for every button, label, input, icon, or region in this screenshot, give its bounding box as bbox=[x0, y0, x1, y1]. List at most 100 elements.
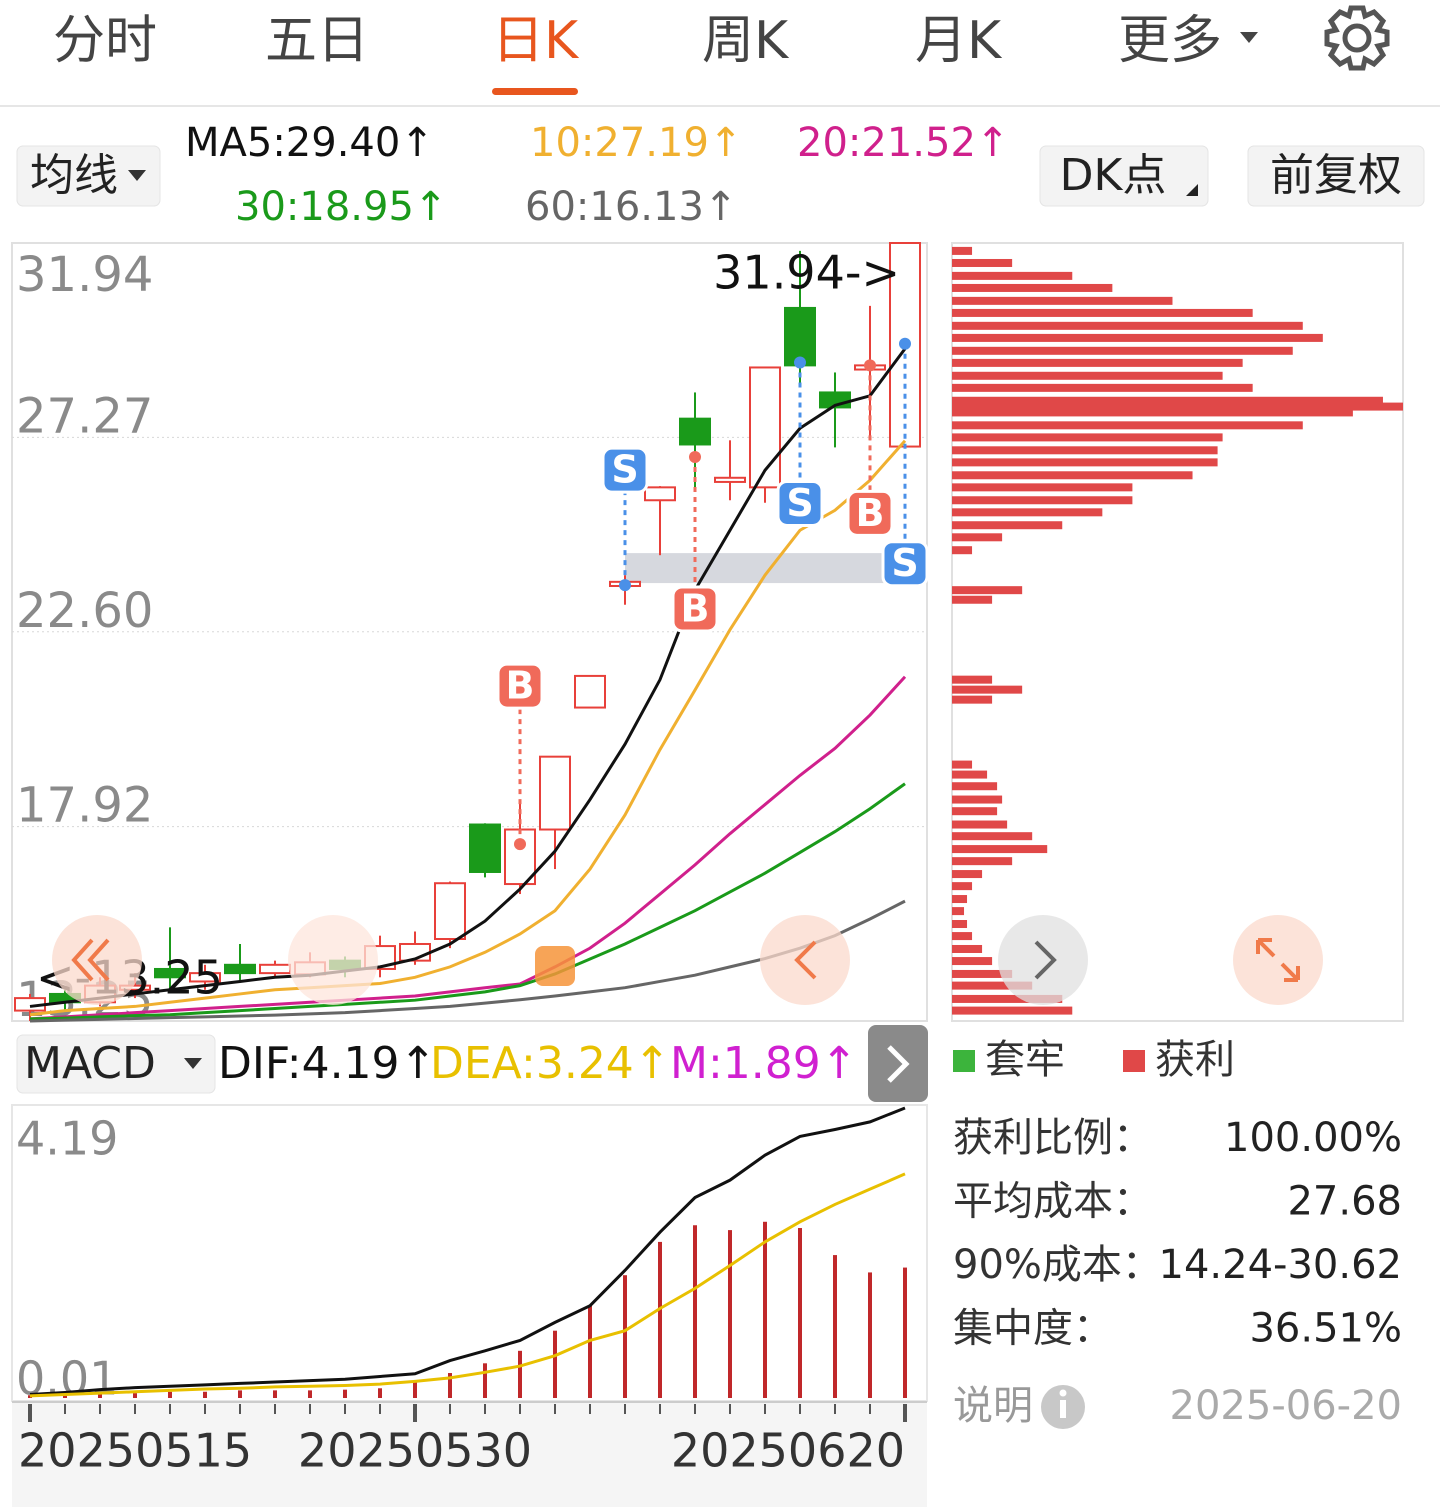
macd-bar bbox=[588, 1305, 592, 1398]
chip-bar bbox=[952, 981, 1033, 990]
macd-bar bbox=[728, 1230, 732, 1398]
candle-body bbox=[574, 674, 606, 709]
y-tick-label: 22.60 bbox=[16, 583, 153, 639]
chip-bar bbox=[952, 770, 988, 779]
tab[interactable]: 分时 bbox=[53, 11, 157, 71]
tab[interactable]: 周K bbox=[702, 11, 790, 71]
chip-bar bbox=[952, 402, 1403, 411]
signal-dot bbox=[864, 359, 876, 372]
chip-bar bbox=[952, 870, 983, 879]
stat-label: 90%成本： bbox=[953, 1242, 1162, 1288]
chip-bar bbox=[952, 907, 965, 916]
macd-bar bbox=[798, 1228, 802, 1398]
chip-bar bbox=[952, 333, 1323, 342]
ma-legend: 30:18.95↑ bbox=[235, 184, 447, 230]
tab[interactable]: 更多 bbox=[1118, 11, 1222, 71]
expand-button[interactable] bbox=[868, 1025, 928, 1102]
chip-bar bbox=[952, 595, 993, 604]
chip-bar bbox=[952, 508, 1103, 517]
signal-badge bbox=[496, 662, 544, 710]
overlay-button[interactable] bbox=[52, 915, 142, 1005]
chip-bar bbox=[952, 371, 1223, 380]
chip-bar bbox=[952, 920, 968, 929]
candle-body bbox=[259, 963, 291, 975]
overlay-button[interactable] bbox=[288, 915, 378, 1005]
chip-bar bbox=[952, 807, 998, 816]
macd-bar bbox=[448, 1373, 452, 1398]
y-tick-label: 4.19 bbox=[16, 1112, 118, 1166]
chip-bar bbox=[952, 994, 1063, 1003]
y-tick-label: 27.27 bbox=[16, 388, 153, 444]
ma-line bbox=[29, 439, 907, 1017]
signal-badge bbox=[671, 585, 719, 633]
chip-bar bbox=[952, 258, 1013, 267]
tab[interactable]: 五日 bbox=[265, 11, 369, 71]
chip-bar bbox=[952, 832, 1033, 841]
legend-swatch bbox=[1123, 1050, 1145, 1072]
option-button[interactable] bbox=[1247, 145, 1425, 207]
chip-bar bbox=[952, 760, 973, 769]
stat-date: 2025-06-20 bbox=[1170, 1383, 1402, 1429]
settings-icon[interactable] bbox=[1324, 5, 1390, 71]
option-button[interactable] bbox=[1039, 145, 1209, 207]
note-link[interactable]: 说明 bbox=[953, 1383, 1033, 1429]
macd-bar bbox=[833, 1255, 837, 1398]
signal-label: S bbox=[611, 448, 638, 492]
tab-indicator bbox=[492, 88, 578, 95]
candle-body bbox=[469, 823, 501, 873]
stat-value: 27.68 bbox=[1287, 1179, 1402, 1225]
ma-legend: 10:27.19↑ bbox=[530, 120, 742, 166]
tab[interactable]: 月K bbox=[915, 11, 1003, 71]
ma-legend: MA5:29.40↑ bbox=[185, 120, 434, 166]
info-glyph-dot bbox=[1059, 1389, 1067, 1397]
chip-bar bbox=[952, 271, 1073, 280]
stat-label: 集中度： bbox=[953, 1306, 1113, 1352]
signal-badge bbox=[601, 446, 649, 494]
ma-line bbox=[29, 899, 906, 1023]
macd-bar bbox=[693, 1225, 697, 1398]
overlay-button[interactable] bbox=[1233, 915, 1323, 1005]
candle-body bbox=[154, 967, 186, 979]
dropdown-arrow bbox=[128, 170, 146, 181]
macd-bar bbox=[63, 1395, 67, 1398]
chip-bar bbox=[952, 685, 1023, 694]
chip-bar bbox=[952, 675, 993, 684]
macd-bar bbox=[168, 1391, 172, 1398]
chip-bar bbox=[952, 321, 1303, 330]
signal-label: S bbox=[786, 481, 813, 525]
signal-dot bbox=[689, 450, 701, 463]
chip-bar bbox=[952, 308, 1253, 317]
candle-body bbox=[644, 486, 676, 502]
macd-bar bbox=[98, 1393, 102, 1398]
x-tick-label: 20250515 bbox=[18, 1424, 252, 1478]
macd-bar bbox=[413, 1381, 417, 1398]
chip-bar bbox=[952, 845, 1048, 854]
macd-dropdown[interactable] bbox=[16, 1034, 216, 1094]
ma-dropdown[interactable] bbox=[16, 145, 161, 207]
overlay-button[interactable] bbox=[998, 915, 1088, 1005]
legend-label: 套牢 bbox=[985, 1037, 1065, 1083]
chip-bar bbox=[952, 820, 1008, 829]
tab[interactable]: 日K bbox=[492, 11, 580, 71]
overlay-button[interactable] bbox=[760, 915, 850, 1005]
stat-value: 14.24-30.62 bbox=[1159, 1242, 1402, 1288]
macd-bar bbox=[238, 1390, 242, 1398]
chip-bar bbox=[952, 346, 1293, 355]
signal-dot bbox=[514, 838, 526, 851]
legend-swatch bbox=[953, 1050, 975, 1072]
event-marker bbox=[535, 946, 575, 986]
signal-dot bbox=[899, 337, 911, 350]
chip-bar bbox=[952, 882, 973, 891]
chip-bar bbox=[952, 383, 1253, 392]
overlay-icon bbox=[794, 940, 817, 980]
chip-bar bbox=[952, 446, 1218, 455]
ma-dropdown-label: 均线 bbox=[30, 150, 118, 201]
macd-bar bbox=[273, 1390, 277, 1398]
chip-bar bbox=[952, 246, 973, 255]
candle-body bbox=[784, 306, 816, 367]
stat-value: 100.00% bbox=[1224, 1115, 1402, 1161]
chip-bar bbox=[952, 396, 1383, 405]
macd-bar bbox=[903, 1267, 907, 1398]
